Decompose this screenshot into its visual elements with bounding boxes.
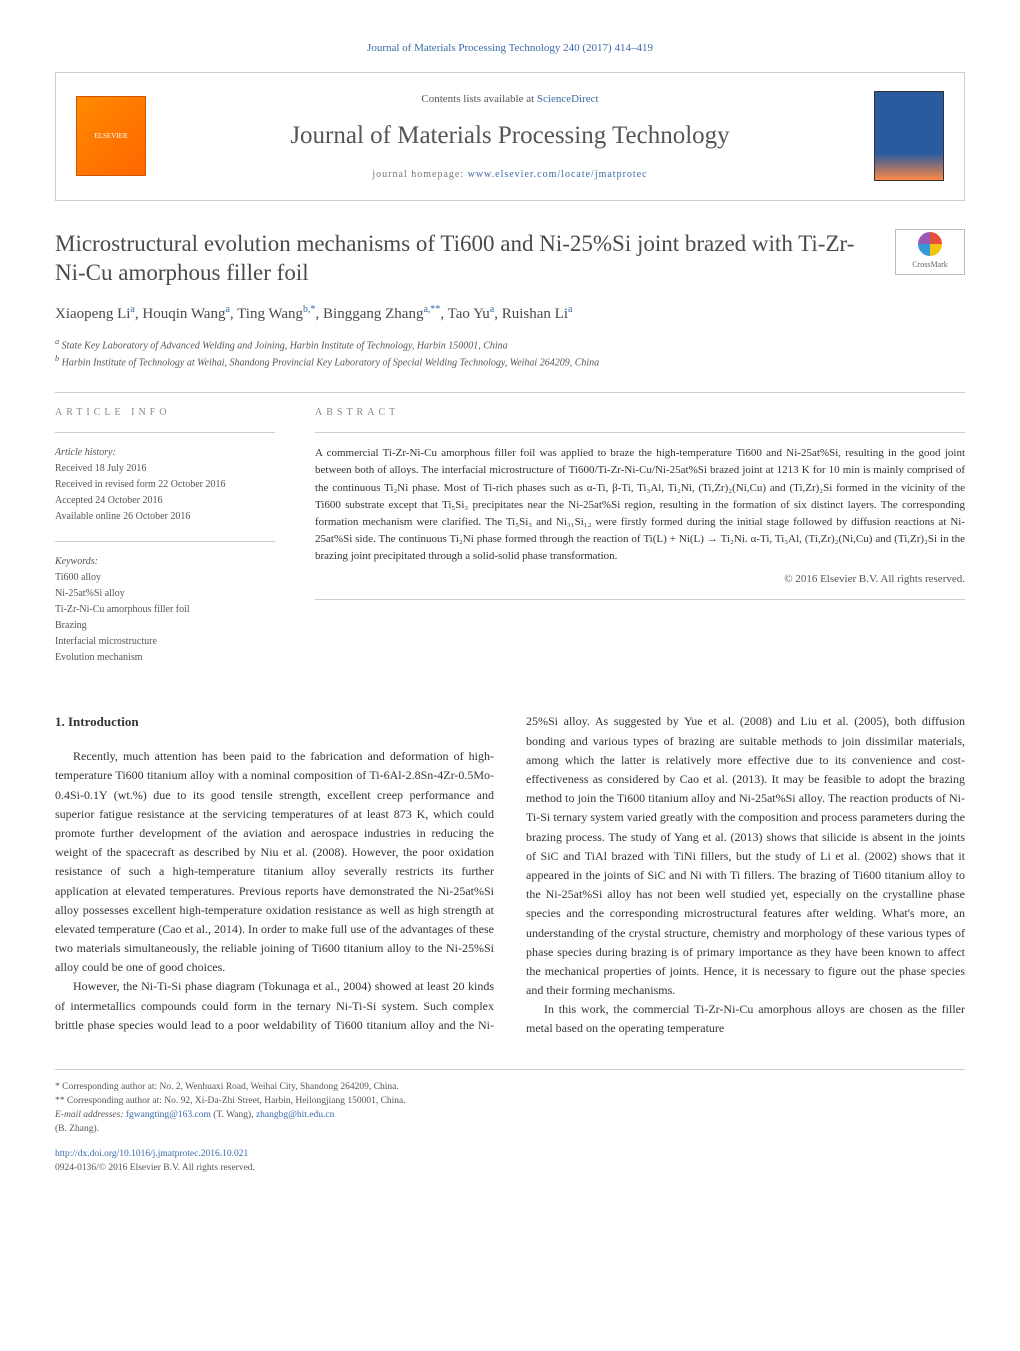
crossmark-badge[interactable]: CrossMark: [895, 229, 965, 275]
homepage-link[interactable]: www.elsevier.com/locate/jmatprotec: [468, 169, 648, 180]
email2-name: (B. Zhang).: [55, 1122, 492, 1136]
title-block: Microstructural evolution mechanisms of …: [55, 229, 965, 289]
issn-copyright: 0924-0136/© 2016 Elsevier B.V. All right…: [55, 1161, 492, 1175]
divider: [315, 599, 965, 600]
crossmark-label: CrossMark: [912, 259, 948, 271]
doi-line: http://dx.doi.org/10.1016/j.jmatprotec.2…: [55, 1147, 492, 1161]
abstract-header: ABSTRACT: [315, 405, 965, 420]
body-section: 1. Introduction Recently, much attention…: [55, 712, 965, 1038]
history-item: Available online 26 October 2016: [55, 509, 275, 525]
abstract-column: ABSTRACT A commercial Ti-Zr-Ni-Cu amorph…: [315, 405, 965, 682]
email-link-2[interactable]: zhangbg@hit.edu.cn: [256, 1110, 334, 1120]
keyword: Ti600 alloy: [55, 570, 275, 586]
elsevier-logo-label: ELSEVIER: [94, 131, 127, 142]
authors-line: Xiaopeng Lia, Houqin Wanga, Ting Wangb,*…: [55, 302, 965, 326]
keyword: Evolution mechanism: [55, 650, 275, 666]
affiliation-a-text: State Key Laboratory of Advanced Welding…: [62, 340, 508, 351]
email-label: E-mail addresses:: [55, 1110, 126, 1120]
history-item: Received 18 July 2016: [55, 461, 275, 477]
body-para-1: Recently, much attention has been paid t…: [55, 747, 494, 977]
abstract-copyright: © 2016 Elsevier B.V. All rights reserved…: [315, 571, 965, 588]
keyword: Brazing: [55, 618, 275, 634]
affiliation-a: a State Key Laboratory of Advanced Weldi…: [55, 336, 965, 353]
author: Houqin Wang: [142, 306, 225, 322]
paper-page: Journal of Materials Processing Technolo…: [0, 0, 1020, 1215]
footer-block: * Corresponding author at: No. 2, Wenhua…: [55, 1069, 965, 1176]
corresponding-1: * Corresponding author at: No. 2, Wenhua…: [55, 1080, 492, 1094]
affiliation-b: b Harbin Institute of Technology at Weih…: [55, 353, 965, 370]
abstract-text: A commercial Ti-Zr-Ni-Cu amorphous fille…: [315, 445, 965, 564]
divider: [55, 541, 275, 542]
article-info-header: ARTICLE INFO: [55, 405, 275, 420]
keyword: Ti-Zr-Ni-Cu amorphous filler foil: [55, 602, 275, 618]
affiliation-b-text: Harbin Institute of Technology at Weihai…: [62, 357, 599, 368]
divider: [55, 392, 965, 393]
header-citation: Journal of Materials Processing Technolo…: [55, 40, 965, 57]
author-sup: a: [490, 304, 494, 315]
header-center: Contents lists available at ScienceDirec…: [171, 91, 849, 182]
affiliations: a State Key Laboratory of Advanced Weldi…: [55, 336, 965, 371]
keyword: Ni-25at%Si alloy: [55, 586, 275, 602]
author-sup: a: [568, 304, 572, 315]
keyword: Interfacial microstructure: [55, 634, 275, 650]
footer-left: * Corresponding author at: No. 2, Wenhua…: [55, 1080, 492, 1176]
email-line: E-mail addresses: fgwangting@163.com (T.…: [55, 1108, 492, 1122]
journal-homepage: journal homepage: www.elsevier.com/locat…: [171, 167, 849, 182]
doi-link[interactable]: http://dx.doi.org/10.1016/j.jmatprotec.2…: [55, 1149, 248, 1159]
author-sup: a: [225, 304, 229, 315]
author: Tao Yu: [448, 306, 490, 322]
journal-cover-thumbnail: [874, 91, 944, 181]
crossmark-icon: [918, 232, 942, 256]
journal-name: Journal of Materials Processing Technolo…: [171, 117, 849, 155]
divider: [315, 432, 965, 433]
author-sup: b,*: [303, 304, 316, 315]
info-abstract-row: ARTICLE INFO Article history: Received 1…: [55, 405, 965, 682]
author: Xiaopeng Li: [55, 306, 130, 322]
email-link-1[interactable]: fgwangting@163.com: [126, 1110, 211, 1120]
paper-title: Microstructural evolution mechanisms of …: [55, 229, 875, 289]
author: Ting Wang: [237, 306, 303, 322]
elsevier-logo: ELSEVIER: [76, 96, 146, 176]
body-columns: 1. Introduction Recently, much attention…: [55, 712, 965, 1038]
body-para-3: In this work, the commercial Ti-Zr-Ni-Cu…: [526, 1000, 965, 1038]
journal-header-box: ELSEVIER Contents lists available at Sci…: [55, 72, 965, 201]
email1-name: (T. Wang),: [211, 1110, 256, 1120]
keywords-label: Keywords:: [55, 554, 275, 570]
author-sup: a: [130, 304, 134, 315]
homepage-prefix: journal homepage:: [372, 169, 467, 180]
contents-line: Contents lists available at ScienceDirec…: [171, 91, 849, 108]
author: Ruishan Li: [502, 306, 568, 322]
article-history: Article history: Received 18 July 2016 R…: [55, 445, 275, 525]
article-info-column: ARTICLE INFO Article history: Received 1…: [55, 405, 275, 682]
author: Binggang Zhang: [323, 306, 423, 322]
divider: [55, 432, 275, 433]
corresponding-2: ** Corresponding author at: No. 92, Xi-D…: [55, 1094, 492, 1108]
contents-prefix: Contents lists available at: [421, 93, 536, 105]
sciencedirect-link[interactable]: ScienceDirect: [537, 93, 599, 105]
history-item: Received in revised form 22 October 2016: [55, 477, 275, 493]
keywords-block: Keywords: Ti600 alloy Ni-25at%Si alloy T…: [55, 554, 275, 666]
intro-heading: 1. Introduction: [55, 712, 494, 733]
author-sup: a,**: [423, 304, 440, 315]
history-label: Article history:: [55, 445, 275, 461]
history-item: Accepted 24 October 2016: [55, 493, 275, 509]
